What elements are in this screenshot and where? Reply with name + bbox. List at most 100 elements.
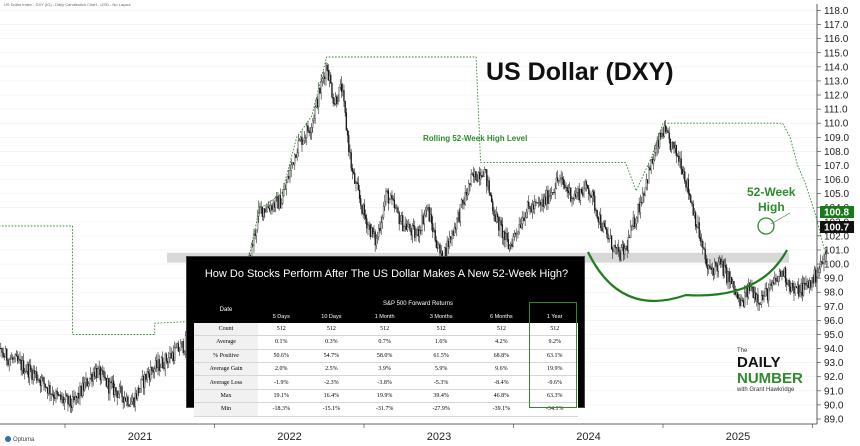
candle-body: [120, 386, 122, 388]
candle-body: [681, 168, 684, 175]
candle-body: [496, 213, 499, 218]
candle-body: [180, 342, 182, 351]
table-row: Count 512 512 512 512 512 512: [194, 322, 578, 337]
candle-body: [93, 372, 96, 377]
candle-body: [489, 192, 492, 196]
candle-body: [552, 192, 554, 193]
candle-body: [338, 86, 340, 102]
candle-body: [508, 245, 511, 249]
candle-body: [640, 202, 643, 204]
candle-body: [732, 281, 734, 285]
candle-body: [288, 176, 290, 179]
candle-body: [477, 172, 480, 182]
candle-body: [592, 191, 595, 197]
candle-body: [711, 268, 714, 270]
candle-body: [448, 236, 451, 247]
candle-body: [660, 133, 662, 138]
table-cell: 512: [358, 322, 412, 337]
candle-body: [282, 195, 284, 204]
candle-body: [36, 371, 38, 381]
candle-body: [165, 353, 168, 362]
candle-body: [625, 246, 627, 249]
y-tick-label: 96.0: [824, 316, 844, 327]
candle-body: [620, 247, 622, 261]
candle-body: [88, 377, 91, 385]
candle-body: [583, 188, 585, 196]
candle-body: [406, 226, 409, 230]
candle-body: [562, 179, 565, 186]
candle-body: [409, 224, 411, 231]
candle-body: [567, 190, 570, 193]
candle-body: [537, 202, 540, 204]
candle-body: [334, 96, 337, 105]
candle-body: [157, 359, 159, 368]
table-column-header: 3 Months: [411, 310, 472, 323]
candle-body: [794, 286, 796, 294]
candle-body: [396, 207, 398, 209]
candle-body: [116, 391, 118, 398]
candle-body: [768, 287, 770, 301]
candle-body: [399, 221, 402, 225]
candle-body: [361, 205, 363, 214]
candle-body: [536, 202, 538, 204]
candle-body: [610, 235, 613, 250]
candle-body: [362, 204, 364, 214]
candle-body: [574, 193, 577, 198]
candle-body: [729, 277, 732, 282]
table-column-header: 10 Days: [304, 310, 359, 323]
candle-body: [308, 130, 310, 133]
candle-body: [560, 177, 562, 180]
candle-body: [397, 207, 399, 213]
candle-body: [142, 376, 145, 388]
candle-body: [769, 283, 771, 289]
candle-body: [450, 236, 452, 240]
candle-body: [637, 204, 639, 218]
candle-body: [57, 393, 60, 396]
candle-body: [690, 195, 692, 203]
candle-body: [350, 152, 352, 169]
table-cell: 19.1%: [258, 389, 305, 404]
table-cell: 512: [304, 322, 359, 337]
candle-body: [726, 267, 728, 283]
candle-body: [32, 370, 34, 380]
candle-body: [765, 288, 768, 290]
candle-body: [710, 267, 712, 270]
table-row: Average Gain 2.0% 2.5% 3.9% 5.9% 9.6% 19.9%: [194, 362, 578, 377]
candle-body: [708, 265, 710, 270]
candle-body: [770, 283, 772, 286]
candle-body: [289, 170, 291, 179]
candle-body: [376, 236, 379, 239]
candle-body: [127, 396, 129, 406]
candle-body: [392, 198, 394, 201]
candle-body: [494, 215, 496, 222]
candle-body: [352, 171, 355, 174]
candle-body: [476, 180, 478, 182]
candle-body: [301, 136, 303, 145]
candle-body: [682, 171, 685, 175]
candle-body: [253, 233, 255, 246]
candle-body: [183, 351, 186, 354]
y-tick-label: 111.0: [824, 105, 848, 116]
candle-body: [540, 202, 542, 206]
candle-body: [265, 210, 267, 213]
candle-body: [464, 192, 466, 205]
candle-body: [176, 343, 178, 348]
candle-body: [465, 192, 468, 196]
candle-body: [387, 190, 390, 204]
candle-body: [8, 359, 10, 366]
candle-body: [254, 233, 256, 236]
table-cell: 54.7%: [304, 349, 359, 363]
candle-body: [380, 222, 382, 231]
table-row-label: Min: [194, 402, 258, 417]
table-row: Average 0.1% 0.3% 0.7% 1.6% 4.2% 9.2%: [194, 335, 578, 350]
candle-body: [258, 206, 260, 217]
table-column-header: 1 Year: [531, 310, 578, 323]
candle-body: [52, 394, 55, 398]
candle-body: [302, 140, 304, 145]
candle-body: [667, 130, 669, 133]
y-tick-label: 102.0: [824, 231, 849, 242]
candle-body: [50, 393, 52, 395]
candle-body: [304, 137, 307, 139]
candle-body: [160, 357, 163, 368]
candle-body: [649, 167, 651, 171]
